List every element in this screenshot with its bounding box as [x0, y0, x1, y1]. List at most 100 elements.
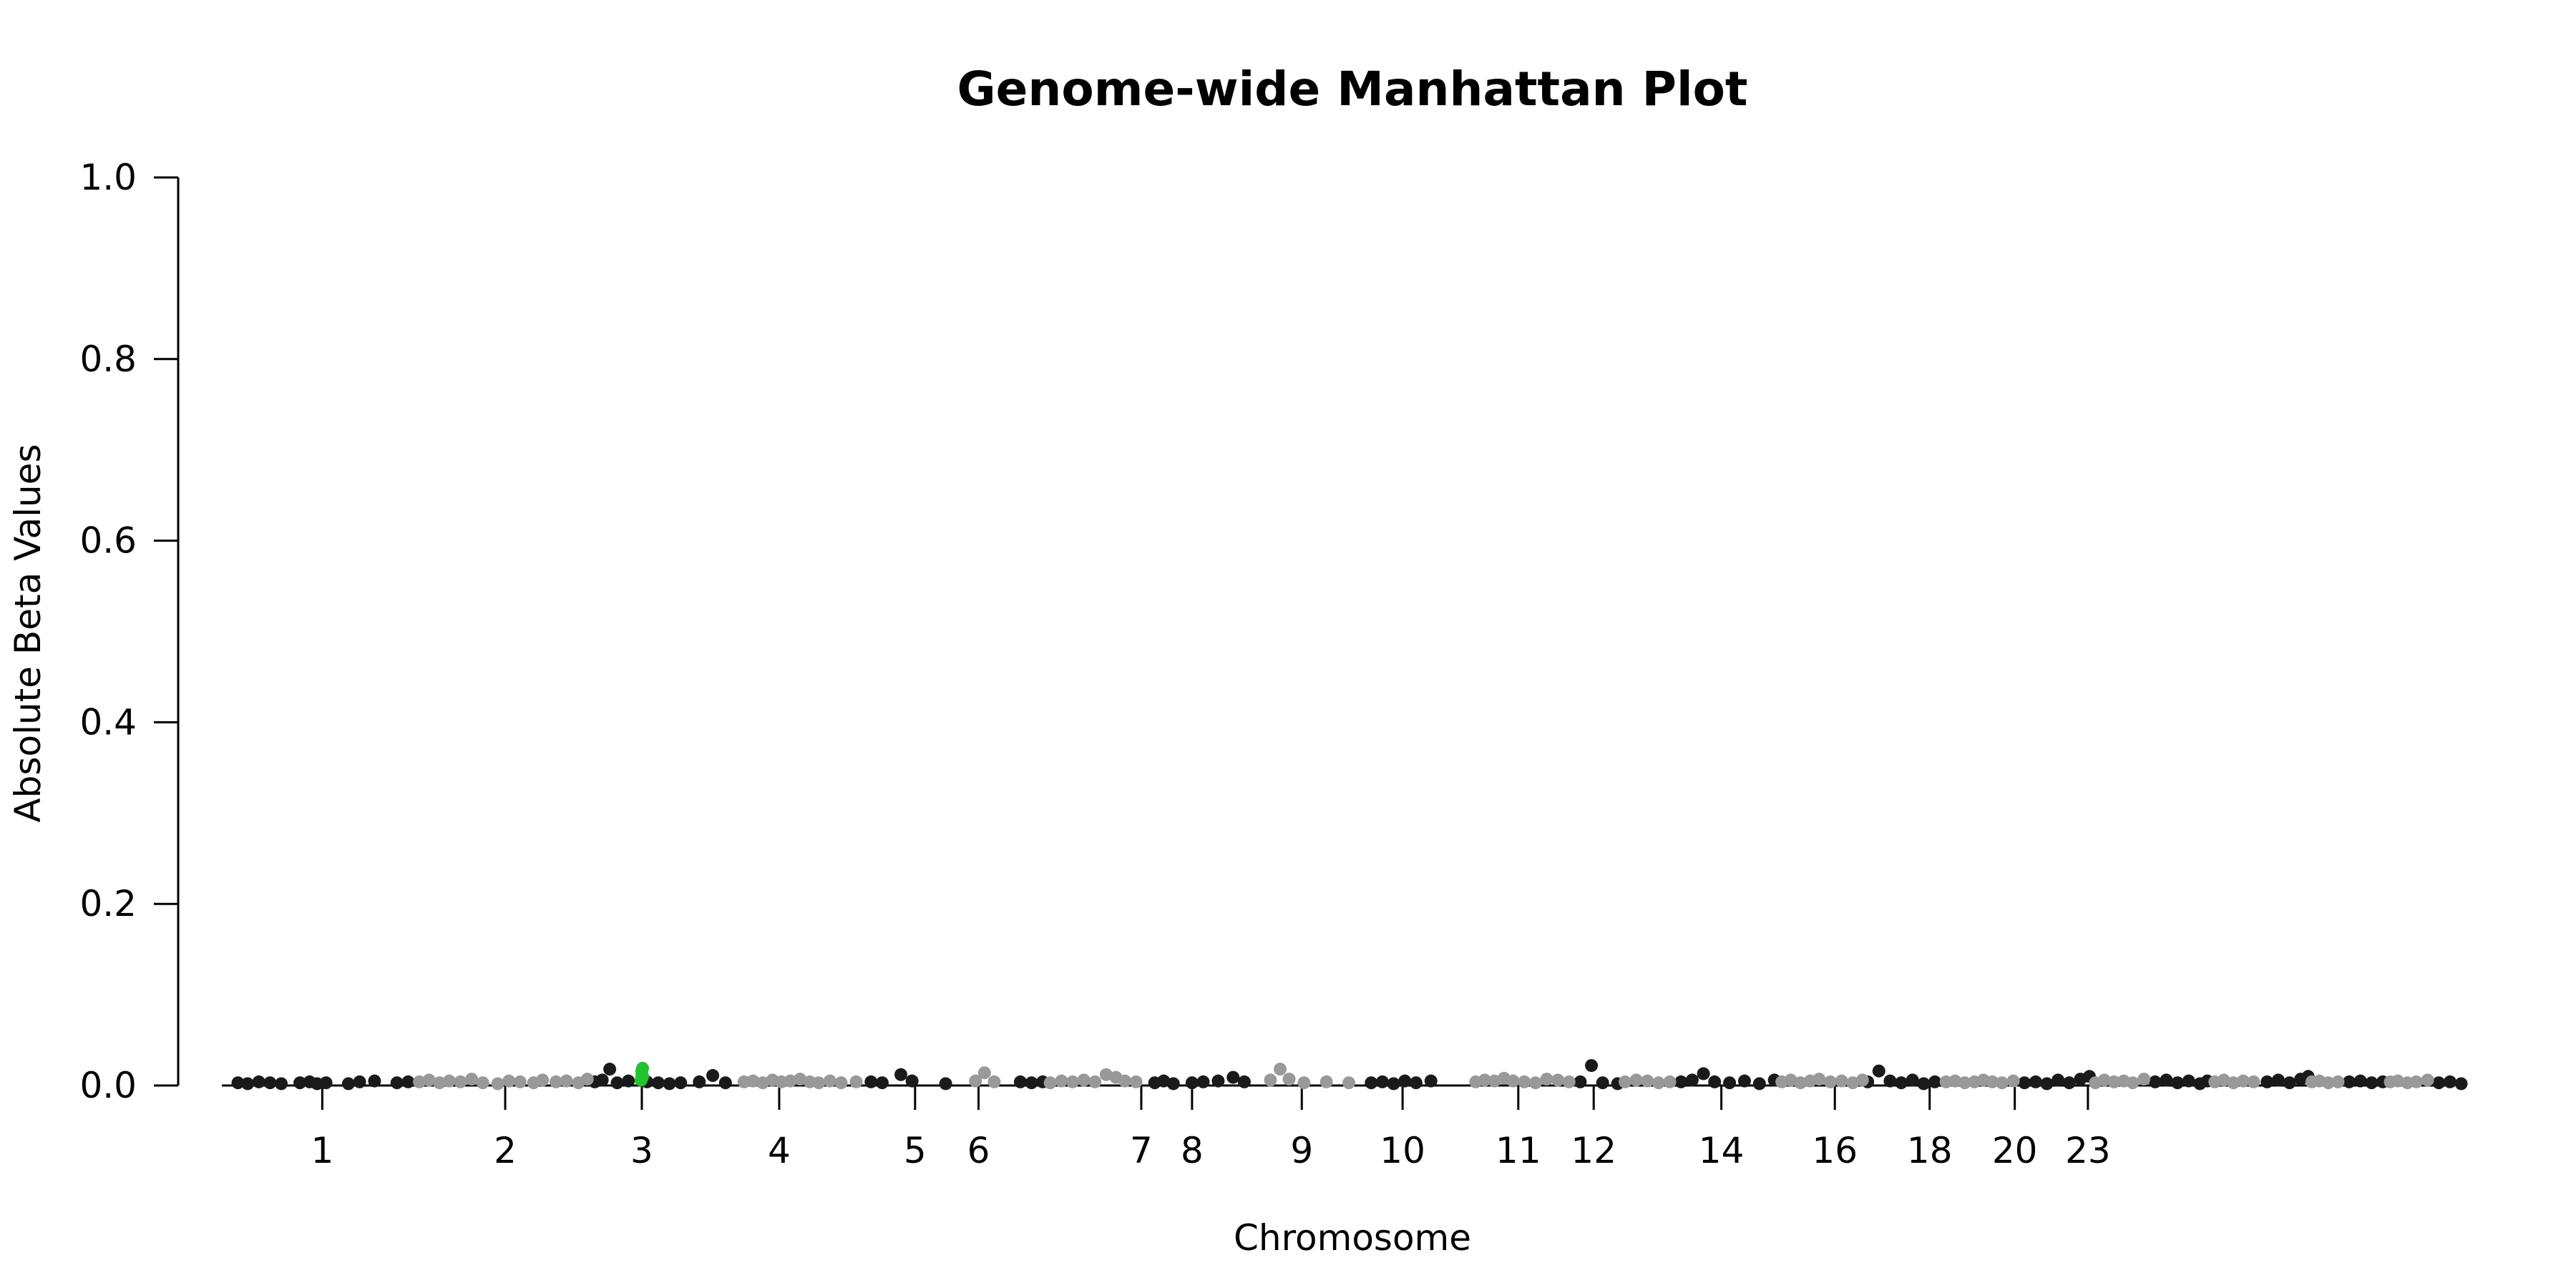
data-point: [1641, 1074, 1654, 1088]
data-point: [1928, 1075, 1942, 1088]
data-point: [1319, 1075, 1333, 1088]
x-tick-label: 11: [1496, 1130, 1541, 1171]
data-point: [2160, 1073, 2173, 1087]
data-point: [1365, 1076, 1378, 1090]
data-point: [1043, 1076, 1057, 1090]
data-point: [1723, 1076, 1737, 1090]
data-point: [1065, 1075, 1079, 1088]
data-point: [2171, 1076, 2185, 1090]
x-tick-label: 20: [1992, 1130, 2038, 1171]
y-tick-label: 0.2: [79, 883, 137, 924]
data-point: [1528, 1076, 1542, 1090]
data-point: [746, 1074, 760, 1088]
data-point: [987, 1075, 1001, 1088]
data-point: [465, 1073, 479, 1086]
data-point: [1855, 1073, 1869, 1087]
data-point: [1282, 1073, 1296, 1086]
x-tick-label: 3: [630, 1130, 653, 1171]
data-point: [1596, 1076, 1609, 1090]
data-point: [1629, 1073, 1643, 1087]
data-point: [756, 1076, 769, 1090]
x-tick-label: 9: [1290, 1130, 1313, 1171]
data-point: [1652, 1076, 1665, 1090]
data-point: [1342, 1076, 1355, 1090]
data-point: [1166, 1077, 1180, 1091]
data-point: [2227, 1076, 2240, 1090]
data-point: [1872, 1064, 1885, 1078]
data-point: [812, 1076, 826, 1090]
data-point: [1895, 1076, 1908, 1090]
data-point: [549, 1075, 562, 1088]
data-point: [1995, 1076, 2009, 1090]
data-point: [1674, 1075, 1688, 1088]
data-point: [1409, 1076, 1423, 1090]
data-point: [1424, 1074, 1438, 1088]
data-point: [1813, 1073, 1826, 1086]
data-point: [1540, 1073, 1553, 1086]
data-point: [2421, 1073, 2434, 1087]
data-point: [401, 1075, 415, 1088]
data-point: [1958, 1076, 1971, 1090]
data-point: [622, 1074, 635, 1088]
data-point: [636, 1070, 650, 1083]
data-point: [2271, 1073, 2285, 1087]
data-point: [2018, 1076, 2031, 1090]
data-point: [1685, 1073, 1699, 1087]
x-axis-label: Chromosome: [1234, 1217, 1471, 1259]
data-point: [2182, 1074, 2195, 1088]
data-point: [718, 1076, 732, 1090]
x-tick-label: 4: [768, 1130, 791, 1171]
x-tick-label: 6: [967, 1130, 990, 1171]
data-point: [794, 1073, 807, 1086]
data-point: [2432, 1076, 2446, 1090]
data-point: [560, 1074, 573, 1088]
data-point: [875, 1076, 889, 1090]
data-point: [1697, 1067, 1710, 1080]
data-point: [1226, 1070, 1240, 1084]
data-point: [1118, 1074, 1131, 1088]
data-point: [834, 1076, 848, 1090]
data-point: [1478, 1073, 1491, 1087]
x-tick-label: 16: [1812, 1130, 1858, 1171]
data-point: [252, 1075, 265, 1088]
data-point: [2365, 1076, 2379, 1090]
data-point: [823, 1074, 836, 1088]
x-tick-label: 5: [904, 1130, 927, 1171]
data-point: [1823, 1075, 1837, 1088]
data-point: [368, 1074, 381, 1088]
data-point: [1274, 1063, 1287, 1076]
x-tick-label: 14: [1699, 1130, 1745, 1171]
data-point: [1948, 1074, 1962, 1088]
data-point: [1917, 1077, 1931, 1091]
data-point: [1185, 1076, 1199, 1090]
data-point: [1906, 1073, 1919, 1087]
data-point: [1846, 1076, 1860, 1090]
data-point: [1794, 1076, 1807, 1090]
data-point: [1375, 1075, 1389, 1088]
data-point: [293, 1076, 307, 1090]
series-2: [634, 1061, 650, 1087]
data-point: [2217, 1073, 2230, 1087]
data-point: [1752, 1077, 1766, 1091]
data-point: [1708, 1075, 1722, 1088]
data-point: [706, 1069, 720, 1083]
data-point: [2443, 1075, 2457, 1088]
data-point: [502, 1074, 516, 1088]
chart-title: Genome-wide Manhattan Plot: [957, 62, 1748, 117]
data-point: [1398, 1074, 1412, 1088]
data-point: [1013, 1075, 1027, 1088]
data-point: [2283, 1076, 2296, 1090]
data-point: [2260, 1075, 2274, 1088]
data-point: [2029, 1075, 2042, 1088]
data-point: [2409, 1075, 2423, 1088]
data-point: [433, 1076, 447, 1090]
data-point: [1562, 1075, 1576, 1088]
y-tick-label: 1.0: [79, 157, 137, 198]
data-point: [864, 1075, 878, 1088]
x-tick-label: 12: [1571, 1130, 1616, 1171]
y-tick-label: 0.4: [79, 701, 137, 743]
data-points: [231, 1059, 2468, 1091]
data-point: [476, 1076, 489, 1090]
